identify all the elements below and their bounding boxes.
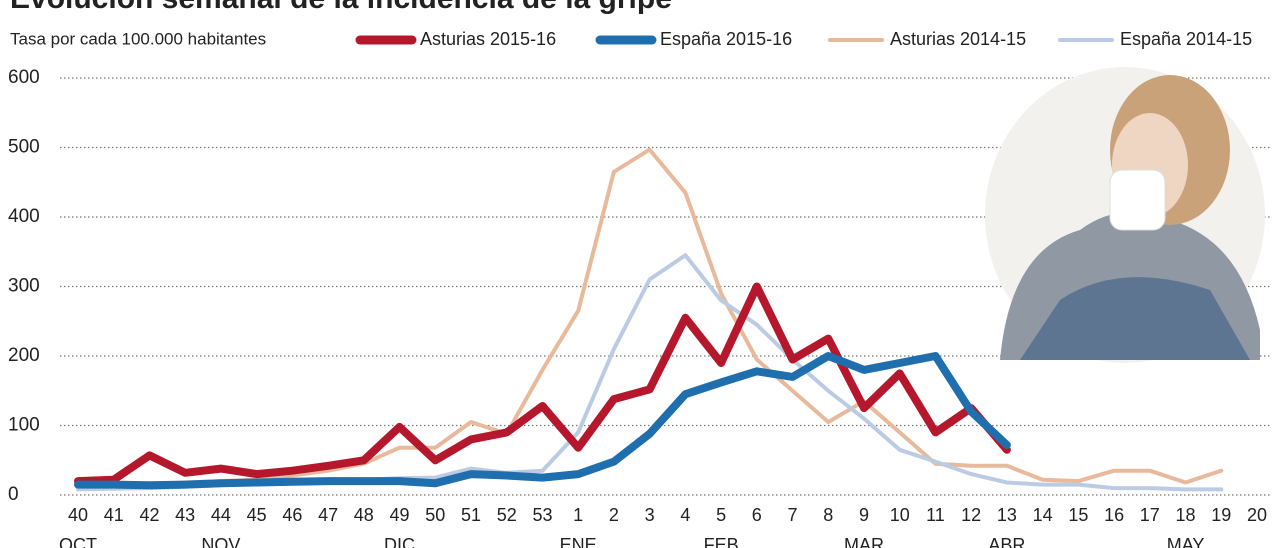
month-label: MAY [1167,535,1205,548]
x-tick-label: 44 [211,505,231,525]
x-tick-label: 7 [788,505,798,525]
x-tick-label: 12 [961,505,981,525]
photo [985,67,1265,363]
x-tick-label: 14 [1033,505,1053,525]
x-tick-label: 2 [609,505,619,525]
legend-label: Asturias 2014-15 [890,29,1026,49]
month-label: NOV [201,535,240,548]
legend-label: España 2015-16 [660,29,792,49]
x-tick-label: 47 [318,505,338,525]
y-tick-label: 100 [8,415,40,436]
x-tick-label: 40 [68,505,88,525]
month-label: ENE [560,535,597,548]
legend-label: Asturias 2015-16 [420,29,556,49]
legend-label: España 2014-15 [1120,29,1252,49]
y-tick-label: 300 [8,276,40,297]
y-tick-label: 400 [8,206,40,227]
chart-subtitle: Tasa por cada 100.000 habitantes [10,29,266,48]
y-tick-label: 500 [8,137,40,158]
x-tick-label: 49 [390,505,410,525]
x-tick-label: 50 [425,505,445,525]
x-tick-label: 46 [282,505,302,525]
x-tick-label: 51 [461,505,481,525]
y-tick-label: 600 [8,67,40,88]
month-label: FEB [704,535,739,548]
chart-title: Evolución semanal de la incidencia de la… [10,0,672,15]
x-tick-label: 13 [997,505,1017,525]
x-tick-label: 9 [859,505,869,525]
x-tick-label: 11 [926,505,945,525]
x-tick-label: 15 [1068,505,1088,525]
x-tick-label: 5 [716,505,726,525]
x-tick-label: 1 [573,505,583,525]
x-tick-label: 41 [104,505,124,525]
x-tick-label: 19 [1211,505,1231,525]
x-tick-label: 6 [752,505,762,525]
x-tick-label: 20 [1247,505,1267,525]
x-tick-label: 8 [823,505,833,525]
x-tick-label: 48 [354,505,374,525]
month-label: MAR [844,535,884,548]
x-tick-label: 45 [247,505,267,525]
month-label: ABR [988,535,1025,548]
month-label: DIC [384,535,415,548]
x-tick-label: 18 [1176,505,1196,525]
x-tick-label: 43 [175,505,195,525]
x-tick-label: 52 [497,505,517,525]
series-line [74,282,1011,486]
x-tick-label: 53 [532,505,552,525]
y-tick-label: 0 [8,484,19,505]
y-tick-label: 200 [8,345,40,366]
x-tick-label: 4 [680,505,690,525]
x-tick-label: 17 [1140,505,1160,525]
x-tick-label: 42 [139,505,159,525]
x-tick-label: 16 [1104,505,1124,525]
x-tick-label: 10 [890,505,910,525]
month-label: OCT [59,535,97,548]
series-line [74,352,1011,490]
x-tick-label: 3 [645,505,655,525]
